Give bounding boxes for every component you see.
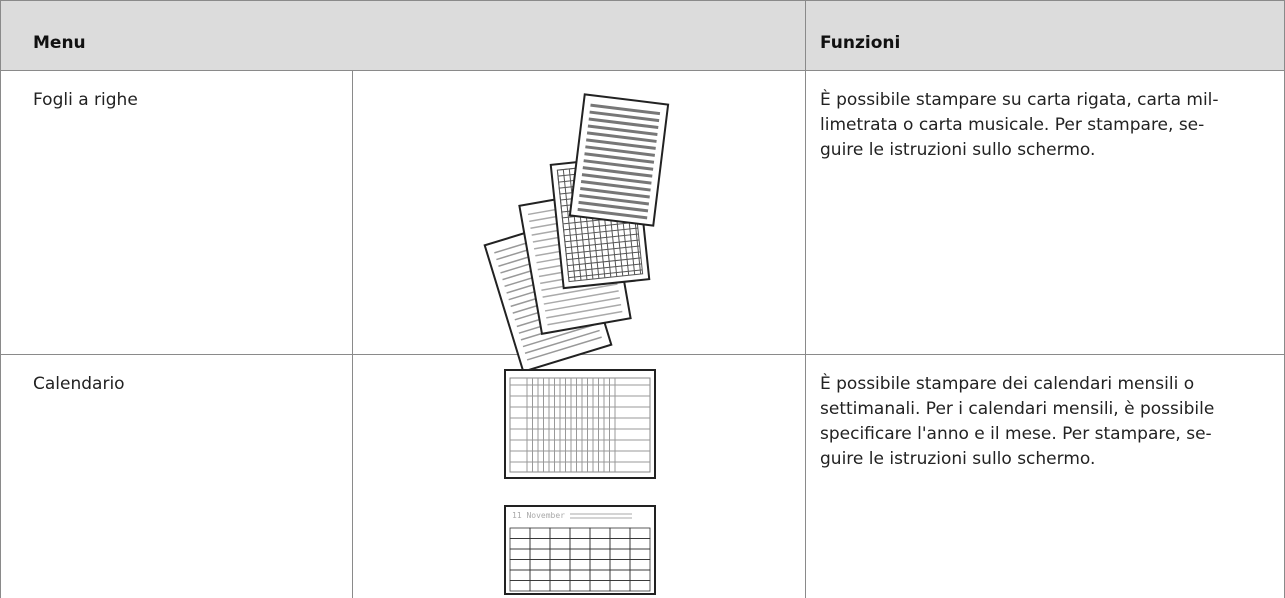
ruling xyxy=(584,152,655,164)
grid xyxy=(568,168,582,281)
calendar-weekly xyxy=(504,369,656,479)
description: È possibile stampare dei calendari mensi… xyxy=(820,372,1214,472)
ruling xyxy=(524,329,600,354)
ruling xyxy=(585,145,656,157)
grid xyxy=(566,251,641,261)
grid xyxy=(563,221,638,231)
header-functions: Funzioni xyxy=(820,33,901,53)
ruling xyxy=(544,297,621,312)
ruling xyxy=(578,200,649,213)
grid xyxy=(562,169,576,281)
description: È possibile stampare su carta rigata, ca… xyxy=(820,88,1219,163)
ruling xyxy=(587,124,658,136)
description-line: È possibile stampare su carta rigata, ca… xyxy=(820,90,1219,110)
header-menu: Menu xyxy=(33,33,86,53)
grid xyxy=(565,239,640,249)
ruling xyxy=(589,110,660,123)
description-line: specificare l'anno e il mese. Per stampa… xyxy=(820,424,1212,444)
grid xyxy=(566,245,640,255)
ruling xyxy=(543,290,619,305)
ruling xyxy=(586,131,657,143)
ruling xyxy=(581,173,652,185)
ruling xyxy=(590,103,661,116)
ruling xyxy=(526,336,602,361)
description-line: guire le istruzioni sullo schermo. xyxy=(820,140,1096,160)
calendar-caption: 11 November xyxy=(512,511,565,520)
description-line: limetrata o carta musicale. Per stampare… xyxy=(820,115,1205,135)
ruling xyxy=(522,323,598,348)
grid xyxy=(564,227,638,237)
grid xyxy=(567,257,642,267)
ruling xyxy=(546,303,622,319)
ruling xyxy=(582,166,653,178)
grid xyxy=(564,233,639,243)
menu-item: Calendario xyxy=(33,374,125,394)
calendar-frame xyxy=(509,377,651,473)
menu-item: Fogli a righe xyxy=(33,90,138,110)
grid xyxy=(568,269,643,279)
ruling xyxy=(580,186,650,199)
ruling xyxy=(586,138,656,150)
grid xyxy=(556,170,570,282)
ruling xyxy=(547,310,623,326)
description-line: settimanali. Per i calendari mensili, è … xyxy=(820,399,1215,419)
description-line: È possibile stampare dei calendari mensi… xyxy=(820,374,1195,394)
description-line: guire le istruzioni sullo schermo. xyxy=(820,449,1096,469)
paper-sheet xyxy=(568,93,670,227)
calendar-cell xyxy=(629,580,651,592)
ruling xyxy=(579,193,650,206)
header-bg xyxy=(0,0,1285,70)
ruling xyxy=(577,207,648,220)
grid xyxy=(567,263,642,273)
ruling xyxy=(583,159,654,171)
ruling xyxy=(542,283,618,298)
ruling xyxy=(580,180,651,192)
ruling xyxy=(588,117,659,130)
illustrations: 11 November xyxy=(483,93,670,595)
